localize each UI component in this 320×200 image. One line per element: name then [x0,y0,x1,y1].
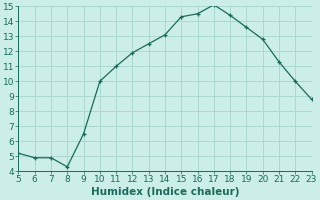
X-axis label: Humidex (Indice chaleur): Humidex (Indice chaleur) [91,187,239,197]
